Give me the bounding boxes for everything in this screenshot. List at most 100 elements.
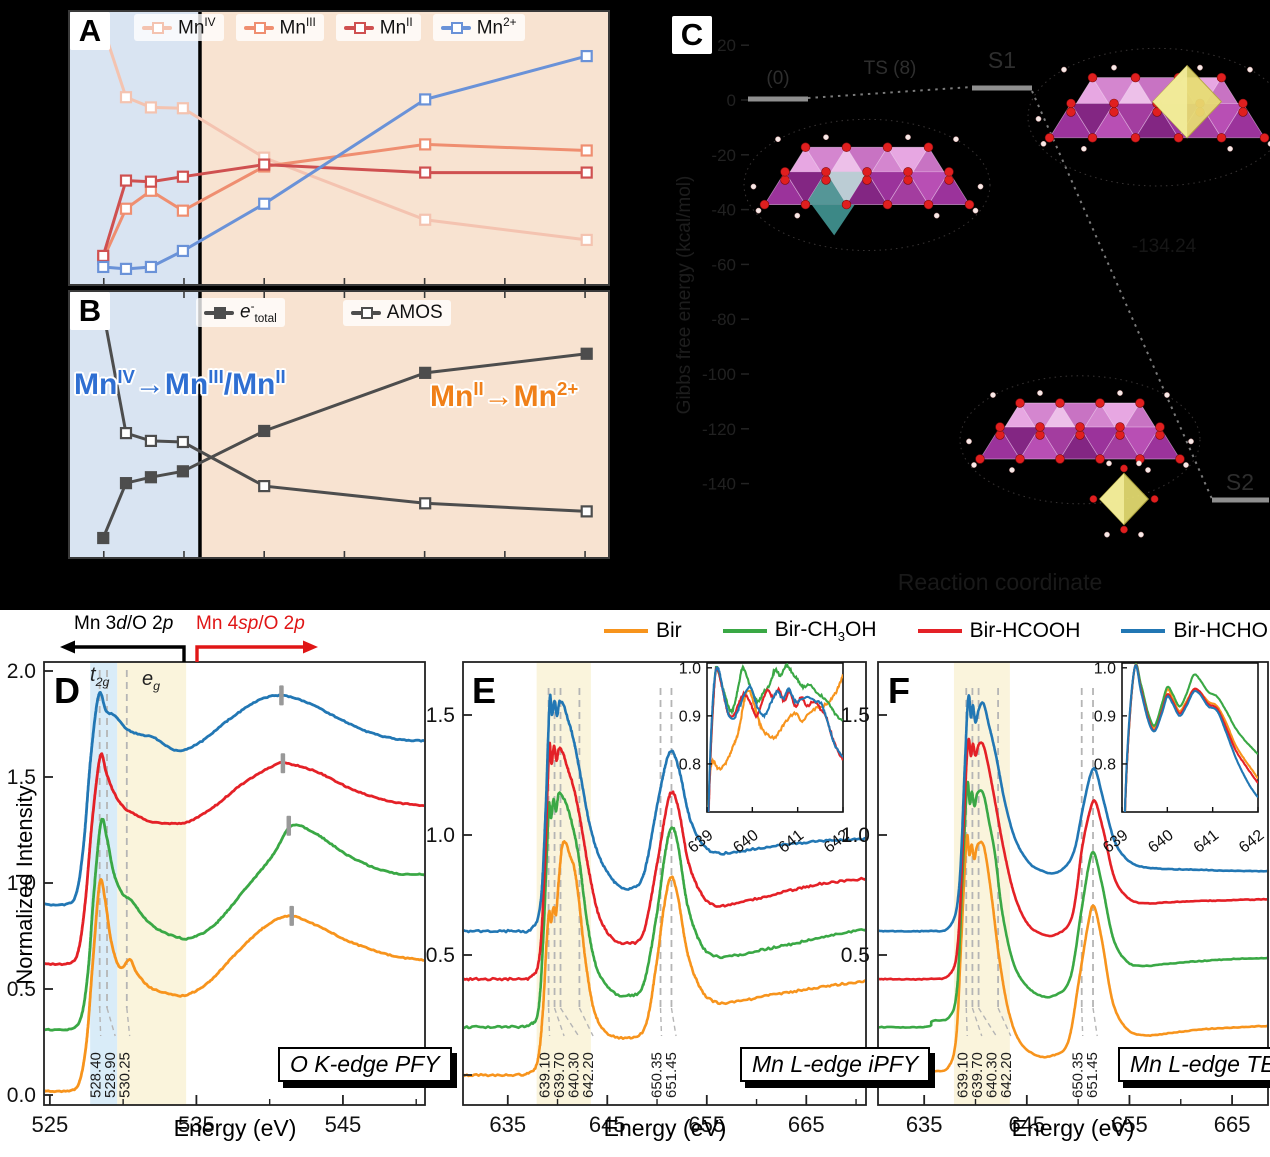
data-point — [119, 477, 133, 490]
svg-text:0: 0 — [727, 91, 736, 110]
oxygen-atom — [995, 430, 1005, 440]
inset-y-tick-label: 1.0 — [1094, 660, 1116, 677]
legend-item-amos: AMOS — [342, 299, 451, 326]
legend-label-amos: AMOS — [386, 301, 443, 323]
svg-text:-120: -120 — [702, 420, 736, 439]
hydrogen-atom — [1040, 140, 1047, 147]
y-tick-label: 1.5 — [7, 766, 36, 789]
y-tick-label: 1.0 — [426, 824, 455, 847]
inset-y-tick-label: 0.9 — [679, 708, 701, 725]
t2g-label: t2g — [90, 664, 110, 689]
dashed-line-label: 651.45 — [663, 1052, 680, 1098]
hydrogen-atom — [1197, 64, 1203, 71]
spectrum-curve-Bir-HCHO — [45, 691, 424, 907]
legend-item-mn2plus: Mn2+ — [432, 14, 525, 42]
data-point — [119, 91, 133, 104]
legend-item-mn3: MnIII — [235, 14, 324, 42]
hydrogen-atom — [966, 438, 972, 445]
svg-text:-20: -20 — [711, 146, 736, 165]
x-tick-label: 645 — [589, 1112, 626, 1137]
oxygen-atom — [882, 142, 893, 152]
oxygen-atom — [800, 199, 811, 210]
range-arrows — [60, 640, 318, 662]
spectrum-curve-Bir-CH3OH — [464, 791, 865, 1030]
data-point — [97, 260, 110, 274]
data-point — [144, 175, 158, 188]
y-tick-label: 1.0 — [7, 872, 36, 895]
y-tick-label: 1.5 — [841, 704, 870, 727]
spectrum-curve-Bir — [879, 833, 1267, 1077]
teal-polyhedron — [805, 171, 847, 205]
annotation-mn4-to-mn3: MnIV→MnIII/MnII — [74, 366, 286, 401]
oxygen-atom — [1155, 430, 1165, 440]
hydrogen-atom — [972, 207, 979, 214]
data-point — [97, 249, 110, 263]
legend-marker-mn3 — [243, 21, 274, 34]
energy-diagram: 20 0 -20 -40 -60 -80 -100 -120 -140 Gibbs free en… — [674, 36, 1269, 595]
hydrogen-atom — [1009, 467, 1015, 473]
legend-label-mn2plus: Mn2+ — [476, 16, 517, 39]
panel-a: A MnIV MnIII MnII Mn2+ — [68, 10, 610, 286]
data-point — [97, 531, 110, 545]
oxygen-atom — [1259, 133, 1270, 143]
data-point — [258, 480, 271, 493]
x-tick-label: 525 — [32, 1112, 69, 1137]
hydrogen-atom — [750, 183, 757, 190]
hydrogen-atom — [755, 207, 762, 214]
spectrum-curve-Bir-HCOOH — [45, 752, 424, 967]
spectrum-curve-Bir — [464, 840, 865, 1078]
hydrogen-atom — [775, 136, 781, 143]
oxygen-atom — [1066, 107, 1076, 117]
x-axis-label-e: Energy (eV) — [603, 1115, 727, 1141]
hydrogen-atom — [1247, 66, 1253, 73]
level-energy-s2: -134.24 — [1132, 236, 1197, 257]
legend-label-mn4: MnIV — [178, 16, 216, 39]
crystal-structure-s1 — [1027, 47, 1270, 187]
legend-marker-mn2 — [343, 21, 374, 34]
panel-c-label: C — [672, 16, 712, 54]
panel-e-label: E — [472, 670, 497, 711]
data-point — [176, 465, 190, 478]
spectrum-curve-Bir-HCOOH — [879, 737, 1267, 981]
hydrogen-atom — [1037, 390, 1043, 396]
level-label-s0: (0) — [766, 68, 789, 89]
peak-position-marker — [289, 905, 294, 926]
inset-y-tick-label: 0.8 — [679, 756, 701, 773]
oxygen-atom — [1115, 422, 1125, 432]
panel-a-label: A — [70, 12, 110, 50]
hydrogen-atom — [794, 212, 801, 219]
data-point — [176, 435, 190, 449]
dashed-line-label: 639.70 — [551, 1052, 568, 1098]
oxygen-atom — [1238, 107, 1248, 117]
data-point — [258, 424, 271, 438]
y-tick-label: 0.0 — [7, 1084, 36, 1107]
legend-marker-mn2plus — [440, 21, 471, 34]
x-tick-label: 635 — [489, 1112, 526, 1137]
series-Mn(III) — [101, 142, 587, 260]
data-point — [144, 434, 158, 448]
right-arrowhead-icon — [303, 640, 318, 654]
panel-b-shading-left — [68, 290, 200, 559]
hydrogen-atom — [1117, 390, 1123, 396]
x-axis-label-d: Energy (eV) — [173, 1115, 297, 1141]
oxygen-atom — [975, 454, 985, 464]
oxygen-atom — [882, 199, 893, 210]
annotation-mn4sp-o2p: Mn 4sp/O 2p — [196, 613, 305, 634]
data-point — [176, 102, 190, 115]
legend-marker-amos — [350, 306, 381, 319]
panel-a-shading-left — [68, 10, 200, 286]
panel-b-label: B — [70, 292, 110, 330]
oxygen-atom — [903, 167, 913, 177]
oxygen-atom — [1015, 454, 1025, 464]
panel-d-label: D — [54, 670, 80, 711]
svg-text:20: 20 — [717, 36, 736, 55]
oxygen-atom — [862, 167, 872, 177]
hydrogen-atom — [1267, 140, 1270, 147]
data-point — [580, 347, 593, 360]
inset-x-tick-label: 641 — [1191, 827, 1223, 857]
oxygen-atom — [841, 199, 852, 210]
hydrogen-atom — [1188, 438, 1194, 445]
svg-text:-140: -140 — [702, 475, 736, 494]
